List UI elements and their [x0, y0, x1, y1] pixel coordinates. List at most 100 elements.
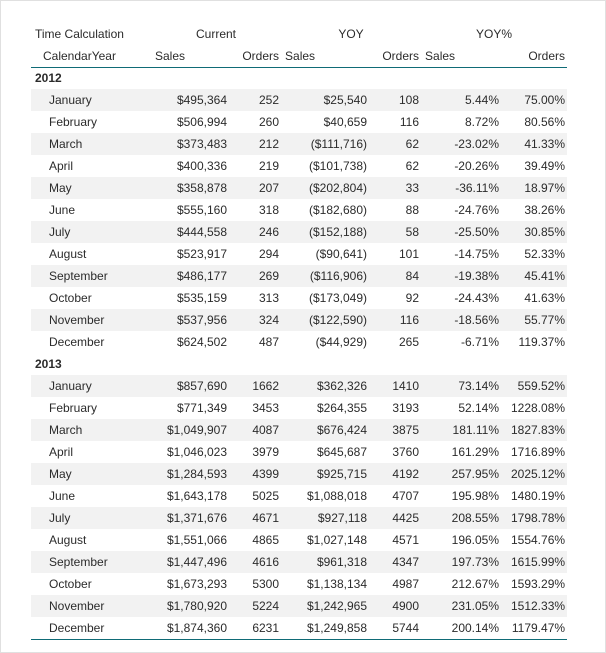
- value-cell[interactable]: 3875: [369, 419, 422, 441]
- month-row[interactable]: July $444,558 246 ($152,188) 58 -25.50% 30.85%: [31, 221, 568, 243]
- value-cell[interactable]: -36.11%: [421, 177, 502, 199]
- month-label[interactable]: October: [49, 291, 92, 305]
- month-row[interactable]: March $1,049,907 4087 $676,424 3875 181.11% 18…: [31, 419, 568, 441]
- month-label[interactable]: May: [31, 177, 151, 199]
- value-cell[interactable]: $1,874,360: [166, 620, 227, 635]
- value-cell[interactable]: 55.77%: [501, 309, 568, 331]
- value-cell[interactable]: $857,690: [151, 375, 229, 397]
- value-cell[interactable]: 4707: [392, 489, 420, 503]
- value-cell[interactable]: 39.49%: [524, 159, 566, 173]
- value-cell[interactable]: 1228.08%: [510, 401, 566, 415]
- value-cell[interactable]: 252: [229, 89, 282, 111]
- value-cell[interactable]: $1,249,858: [306, 620, 368, 635]
- value-cell[interactable]: 1480.19%: [510, 489, 566, 503]
- month-row[interactable]: September $486,177 269 ($116,906) 84 -19.38% 4…: [31, 265, 568, 287]
- value-cell[interactable]: $1,371,676: [151, 507, 229, 529]
- month-row[interactable]: December $1,874,360 6231 $1,249,858 5744 200.…: [31, 617, 567, 639]
- column-group-yoy[interactable]: YOY: [338, 27, 364, 41]
- value-cell[interactable]: 200.14%: [451, 620, 500, 635]
- month-label[interactable]: November: [31, 595, 151, 617]
- value-cell[interactable]: $535,159: [176, 291, 227, 305]
- value-cell[interactable]: 5.44%: [421, 89, 502, 111]
- value-cell[interactable]: $1,027,148: [306, 533, 368, 547]
- value-cell[interactable]: $486,177: [151, 265, 229, 287]
- month-label[interactable]: December: [49, 335, 105, 349]
- month-label[interactable]: February: [49, 115, 98, 129]
- value-cell[interactable]: 3760: [392, 445, 420, 459]
- value-cell[interactable]: 62: [369, 133, 422, 155]
- value-cell[interactable]: $1,138,134: [306, 577, 368, 591]
- value-cell[interactable]: $925,715: [281, 463, 370, 485]
- value-cell[interactable]: 196.05%: [451, 533, 500, 547]
- value-cell[interactable]: ($182,680): [308, 203, 368, 217]
- column-group-current[interactable]: Current: [196, 27, 237, 41]
- value-cell[interactable]: 33: [369, 177, 422, 199]
- value-cell[interactable]: 4571: [392, 533, 420, 547]
- value-cell[interactable]: 207: [229, 177, 282, 199]
- value-cell[interactable]: 559.52%: [501, 375, 568, 397]
- value-cell[interactable]: 1716.89%: [510, 445, 566, 459]
- value-cell[interactable]: $444,558: [151, 221, 229, 243]
- month-label[interactable]: April: [49, 445, 74, 459]
- value-cell[interactable]: 3453: [252, 401, 280, 415]
- value-cell[interactable]: 313: [258, 291, 280, 305]
- value-cell[interactable]: 4671: [229, 507, 282, 529]
- month-row[interactable]: February $506,994 260 $40,659 116 8.72% 80.56%: [31, 111, 567, 133]
- month-row[interactable]: September $1,447,496 4616 $961,318 4347 197.7…: [31, 551, 568, 573]
- value-cell[interactable]: 4616: [229, 551, 282, 573]
- month-row[interactable]: June $1,643,178 5025 $1,088,018 4707 195.98% 1…: [31, 485, 567, 507]
- value-cell[interactable]: 38.26%: [524, 203, 566, 217]
- value-cell[interactable]: -14.75%: [454, 247, 500, 261]
- month-row[interactable]: April $400,336 219 ($101,738) 62 -20.26% 39.49…: [31, 155, 567, 177]
- value-cell[interactable]: 88: [405, 203, 420, 217]
- value-cell[interactable]: $1,447,496: [151, 551, 229, 573]
- year-row[interactable]: 2012: [31, 67, 567, 89]
- header-yoy-pct-sales[interactable]: Sales: [421, 45, 502, 68]
- value-cell[interactable]: 161.29%: [451, 445, 500, 459]
- month-label[interactable]: June: [49, 489, 76, 503]
- value-cell[interactable]: ($122,590): [281, 309, 370, 331]
- value-cell[interactable]: 18.97%: [501, 177, 568, 199]
- value-cell[interactable]: 4900: [369, 595, 422, 617]
- month-label[interactable]: March: [31, 419, 151, 441]
- month-row[interactable]: June $555,160 318 ($182,680) 88 -24.76% 38.26%: [31, 199, 567, 221]
- month-row[interactable]: May $358,878 207 ($202,804) 33 -36.11% 18.97%: [31, 177, 568, 199]
- header-current-orders[interactable]: Orders: [229, 45, 282, 68]
- month-label[interactable]: June: [49, 203, 76, 217]
- value-cell[interactable]: $961,318: [281, 551, 370, 573]
- value-cell[interactable]: 324: [229, 309, 282, 331]
- value-cell[interactable]: 212: [229, 133, 282, 155]
- value-cell[interactable]: 45.41%: [501, 265, 568, 287]
- value-cell[interactable]: 1662: [229, 375, 282, 397]
- value-cell[interactable]: 4865: [252, 533, 280, 547]
- value-cell[interactable]: 246: [229, 221, 282, 243]
- value-cell[interactable]: 101: [398, 247, 420, 261]
- value-cell[interactable]: 92: [405, 291, 420, 305]
- value-cell[interactable]: 119.37%: [518, 335, 566, 349]
- value-cell[interactable]: 84: [369, 265, 422, 287]
- month-label[interactable]: July: [31, 507, 151, 529]
- value-cell[interactable]: 294: [258, 247, 280, 261]
- value-cell[interactable]: $358,878: [151, 177, 229, 199]
- value-cell[interactable]: $1,673,293: [166, 577, 227, 591]
- value-cell[interactable]: 265: [398, 335, 420, 349]
- value-cell[interactable]: 1512.33%: [501, 595, 568, 617]
- value-cell[interactable]: 5224: [229, 595, 282, 617]
- value-cell[interactable]: 80.56%: [524, 115, 566, 129]
- month-row[interactable]: May $1,284,593 4399 $925,715 4192 257.95% 2025…: [31, 463, 568, 485]
- month-label[interactable]: October: [49, 577, 92, 591]
- month-label[interactable]: March: [31, 133, 151, 155]
- value-cell[interactable]: 1615.99%: [501, 551, 568, 573]
- value-cell[interactable]: ($111,716): [281, 133, 370, 155]
- value-cell[interactable]: $495,364: [151, 89, 229, 111]
- month-label[interactable]: January: [31, 89, 151, 111]
- value-cell[interactable]: $645,687: [316, 445, 368, 459]
- value-cell[interactable]: ($101,738): [308, 159, 368, 173]
- value-cell[interactable]: 3193: [392, 401, 420, 415]
- value-cell[interactable]: $537,956: [151, 309, 229, 331]
- value-cell[interactable]: 212.67%: [451, 577, 500, 591]
- value-cell[interactable]: $1,046,023: [166, 445, 227, 459]
- value-cell[interactable]: $1,284,593: [151, 463, 229, 485]
- value-cell[interactable]: 5025: [252, 489, 280, 503]
- value-cell[interactable]: $1,242,965: [281, 595, 370, 617]
